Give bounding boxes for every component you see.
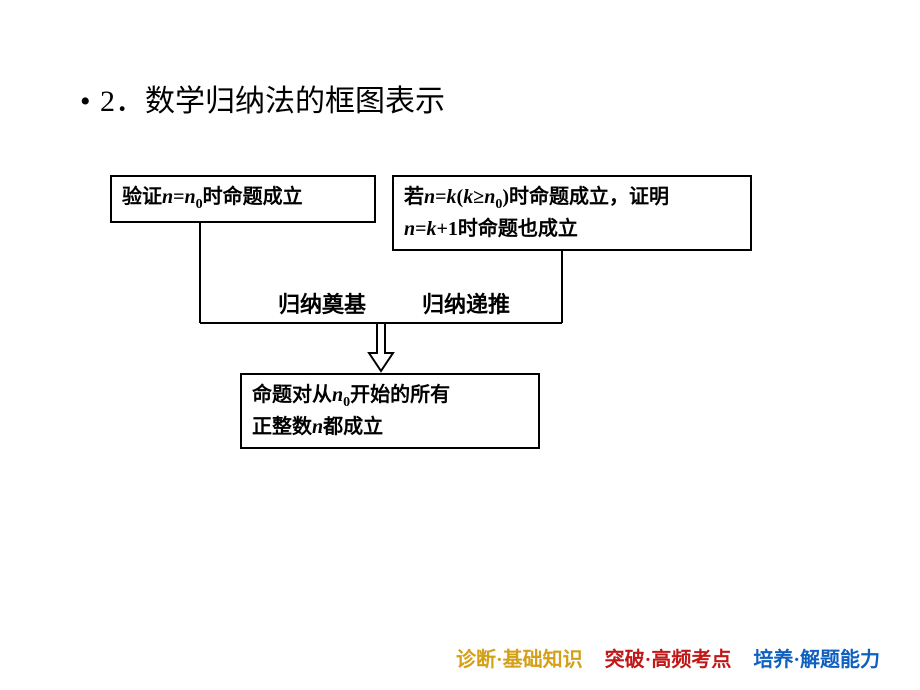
flowchart-box-induct: 若n=k(k≥n0)时命题成立，证明n=k+1时命题也成立 — [392, 175, 752, 251]
flowchart-box-conclusion: 命题对从n0开始的所有正整数n都成立 — [240, 373, 540, 449]
heading-bullet: • — [80, 85, 93, 118]
bottom-tab-bar: 诊断·基础知识 突破·高频考点 培养·解题能力 — [456, 643, 880, 672]
heading-number: 2． — [100, 85, 145, 118]
tab-diagnose[interactable]: 诊断·基础知识 — [456, 643, 583, 672]
flowchart-box-verify: 验证n=n0时命题成立 — [110, 175, 376, 223]
flowchart-label-basis: 归纳奠基 — [278, 287, 366, 319]
heading-text: 数学归纳法的框图表示 — [145, 85, 445, 118]
tab-train[interactable]: 培养·解题能力 — [753, 643, 880, 672]
flowchart-diagram: 验证n=n0时命题成立 若n=k(k≥n0)时命题成立，证明n=k+1时命题也成… — [110, 175, 810, 475]
flowchart-label-step: 归纳递推 — [422, 287, 510, 319]
slide-heading: • 2．数学归纳法的框图表示 — [80, 76, 445, 120]
tab-break[interactable]: 突破·高频考点 — [605, 643, 732, 672]
